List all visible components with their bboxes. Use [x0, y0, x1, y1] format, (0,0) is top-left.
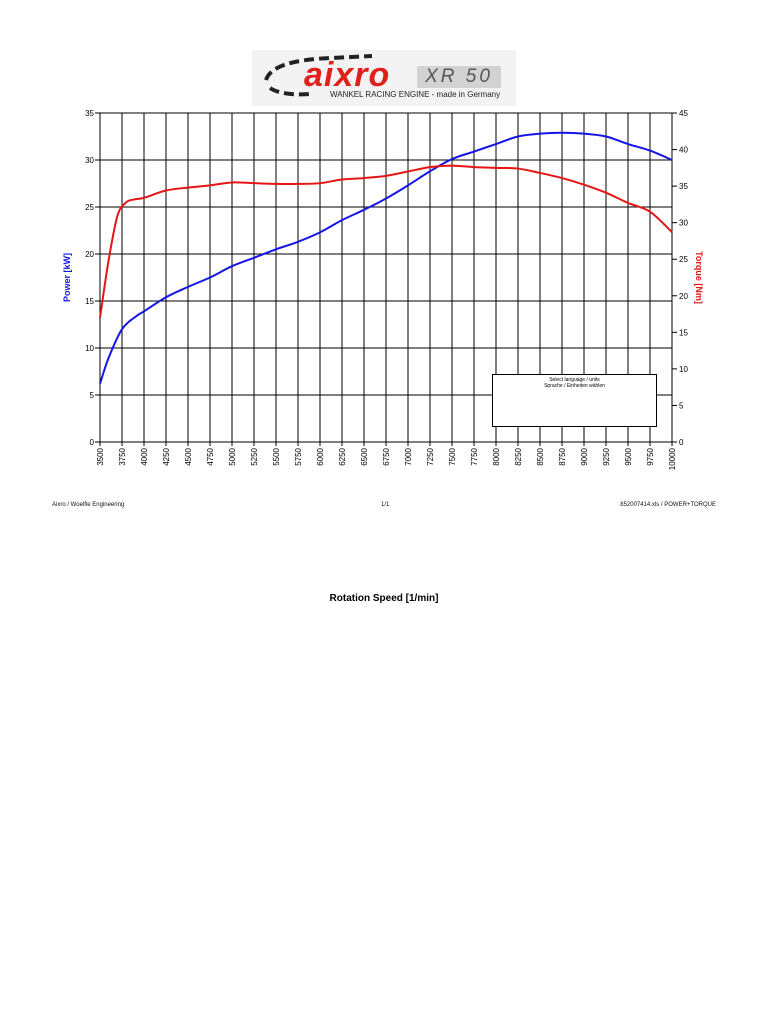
logo-brand: aixro	[304, 56, 391, 94]
x-tick-label: 10000	[668, 447, 677, 470]
x-tick-label: 9500	[624, 447, 633, 465]
x-tick-label: 9750	[646, 447, 655, 465]
language-select-box[interactable]: Select language / units Sprache / Einhei…	[492, 374, 657, 427]
x-tick-label: 5000	[228, 447, 237, 465]
y-right-tick-label: 35	[679, 182, 688, 191]
y-left-tick-label: 5	[90, 391, 95, 400]
aixro-logo: aixro XR 50 WANKEL RACING ENGINE - made …	[252, 50, 516, 106]
x-tick-label: 3750	[118, 447, 127, 465]
y-left-tick-label: 30	[85, 156, 94, 165]
x-tick-label: 6750	[382, 447, 391, 465]
power-torque-chart: 3500 3750 4000 4250 4500 4750 5000 5250 5500 5750…	[62, 109, 704, 470]
y-right-tick-label: 30	[679, 219, 688, 228]
x-tick-label: 9250	[602, 447, 611, 465]
x-tick-label: 7250	[426, 447, 435, 465]
x-tick-label: 5250	[250, 447, 259, 465]
logo-model-box: XR 50	[417, 66, 501, 88]
x-axis-label: Rotation Speed [1/min]	[329, 593, 439, 604]
y-left-axis-label: Power [kW]	[62, 253, 72, 302]
y-right-tick-label: 25	[679, 255, 688, 264]
x-tick-label: 6000	[316, 447, 325, 465]
y-right-tick-label: 45	[679, 109, 688, 118]
torque-curve	[99, 164, 673, 318]
x-tick-label: 4500	[184, 447, 193, 465]
y-left-tick-label: 25	[85, 203, 94, 212]
x-tick-label: 8500	[536, 447, 545, 465]
y-left-tick-label: 15	[85, 297, 94, 306]
x-tick-label: 6250	[338, 447, 347, 465]
x-tick-label: 4000	[140, 447, 149, 465]
x-tick-label: 5500	[272, 447, 281, 465]
y-right-tick-label: 15	[679, 328, 688, 337]
y-right-tick-label: 0	[679, 438, 684, 447]
footer-right: 852007414.xls / POWER+TORQUE	[620, 502, 716, 508]
power-curve	[99, 131, 673, 385]
x-tick-label: 4250	[162, 447, 171, 465]
logo-model: XR 50	[425, 66, 493, 87]
swoosh-icon	[264, 54, 373, 97]
y-left-tick-label: 10	[85, 344, 94, 353]
y-right-tick-label: 10	[679, 365, 688, 374]
plot-frame	[99, 112, 673, 443]
language-select-line2: Sprache / Einheiten wählen	[544, 383, 605, 389]
logo-tagline: WANKEL RACING ENGINE - made in Germany	[330, 90, 501, 99]
x-tick-label: 7750	[470, 447, 479, 465]
x-tick-label: 6500	[360, 447, 369, 465]
y-left-tick-label: 35	[85, 109, 94, 118]
x-tick-label: 8000	[492, 447, 501, 465]
x-tick-label: 9000	[580, 447, 589, 465]
y-left-tick-label: 0	[90, 438, 95, 447]
y-right-axis-label: Torque [Nm]	[694, 251, 704, 304]
x-tick-label: 7500	[448, 447, 457, 465]
x-tick-label: 8250	[514, 447, 523, 465]
y-right-tick-label: 5	[679, 401, 684, 410]
x-tick-label: 4750	[206, 447, 215, 465]
footer-left: Aixro / Woelfle Engineering	[52, 502, 125, 508]
y-right-tick-label: 20	[679, 292, 688, 301]
footer-page: 1/1	[381, 502, 390, 508]
x-tick-label: 8750	[558, 447, 567, 465]
x-tick-label: 7000	[404, 447, 413, 465]
y-right-tick-label: 40	[679, 146, 688, 155]
x-tick-label: 5750	[294, 447, 303, 465]
language-select-line1: Select language / units	[549, 377, 600, 383]
y-left-tick-label: 20	[85, 250, 94, 259]
x-tick-label: 3500	[96, 447, 105, 465]
